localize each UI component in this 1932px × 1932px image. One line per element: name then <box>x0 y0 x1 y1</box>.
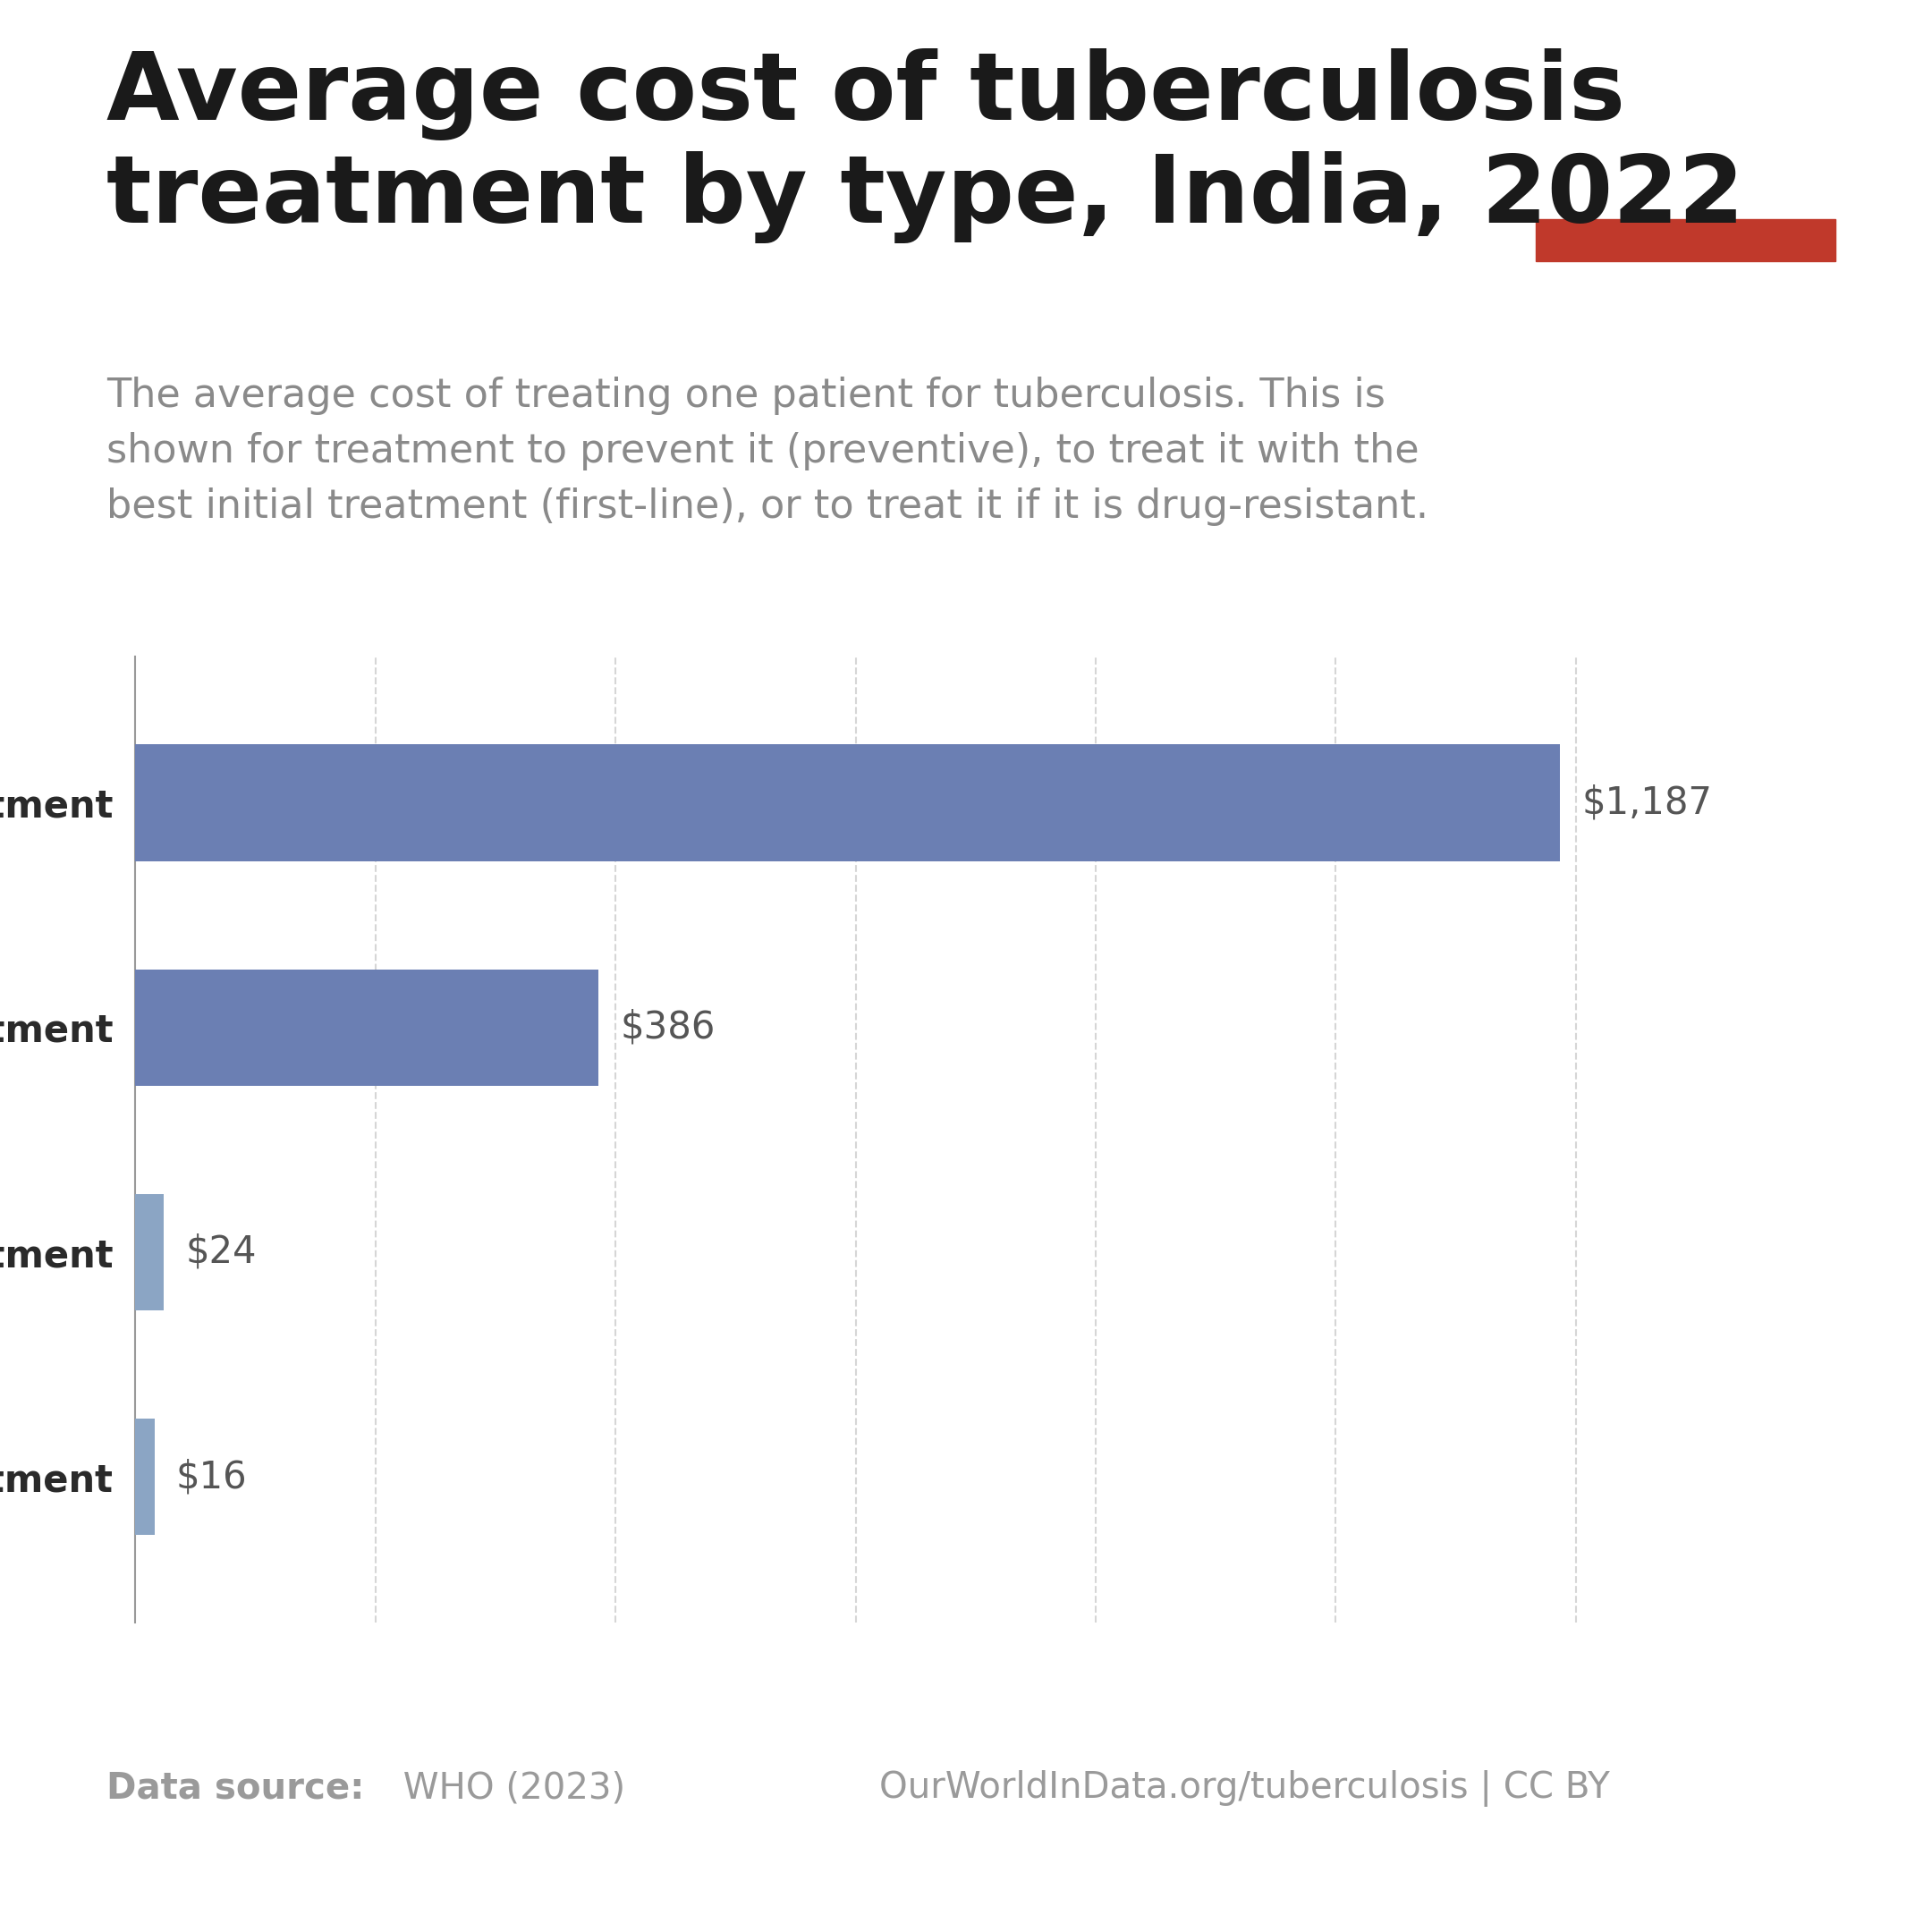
Text: $16: $16 <box>176 1459 247 1495</box>
Bar <box>135 744 1561 862</box>
Bar <box>135 1194 164 1310</box>
Text: $24: $24 <box>185 1233 257 1271</box>
Text: OurWorldInData.org/tuberculosis | CC BY: OurWorldInData.org/tuberculosis | CC BY <box>879 1770 1609 1806</box>
Bar <box>135 970 599 1086</box>
Bar <box>135 1418 155 1536</box>
Text: Average cost of tuberculosis
treatment by type, India, 2022: Average cost of tuberculosis treatment b… <box>106 48 1745 243</box>
Text: in Data: in Data <box>1623 162 1748 193</box>
Text: Data source:: Data source: <box>106 1770 365 1806</box>
Text: $1,187: $1,187 <box>1582 784 1712 821</box>
Text: $386: $386 <box>620 1009 715 1047</box>
Text: WHO (2023): WHO (2023) <box>392 1770 626 1806</box>
Bar <box>1536 218 1835 261</box>
Text: The average cost of treating one patient for tuberculosis. This is
shown for tre: The average cost of treating one patient… <box>106 377 1428 526</box>
Text: Our World: Our World <box>1598 95 1774 126</box>
